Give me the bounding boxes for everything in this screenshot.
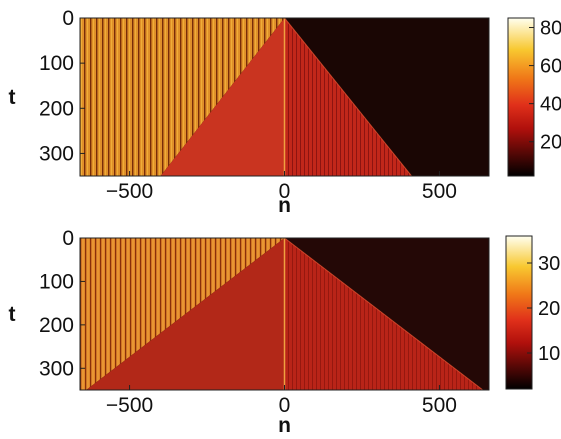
right-front-line xyxy=(284,17,412,177)
x-tick-label: −500 xyxy=(106,394,153,417)
y-tick-label: 100 xyxy=(39,270,74,293)
region-wedge-left xyxy=(86,238,285,390)
colorbar-1: 20 40 60 80 xyxy=(507,17,561,177)
colorbar-tick-label: 20 xyxy=(540,132,561,154)
y-tick-label: 200 xyxy=(39,314,74,337)
y-tick-label: 0 xyxy=(62,7,74,30)
y-tick-label: 0 xyxy=(62,227,74,250)
y-axis-label: t xyxy=(9,303,16,326)
y-tick-label: 300 xyxy=(39,357,74,380)
heatmap-panel-2: −500 0 500 0 100 200 300 n t 10 20 30 xyxy=(9,227,561,437)
y-axis-label: t xyxy=(9,86,16,109)
colorbar-gradient xyxy=(507,17,535,177)
colorbar-tick-label: 80 xyxy=(540,18,561,40)
y-tick-label: 100 xyxy=(39,52,74,75)
x-tick-label: 0 xyxy=(279,180,291,203)
y-tick-label: 300 xyxy=(39,142,74,165)
x-axis-label: n xyxy=(278,414,291,437)
x-tick-label: 500 xyxy=(422,394,457,417)
colorbar-gradient xyxy=(505,235,533,390)
colorbar-tick-label: 30 xyxy=(538,253,560,275)
x-axis-label: n xyxy=(278,194,291,217)
colorbar-2: 10 20 30 xyxy=(505,235,560,390)
heatmap-panel-1: −500 0 500 0 100 200 300 n t 20 40 60 80 xyxy=(9,7,561,217)
region-striped xyxy=(80,238,285,390)
colorbar-tick-label: 40 xyxy=(540,94,561,116)
colorbar-tick-label: 20 xyxy=(538,298,560,320)
colorbar-tick-label: 60 xyxy=(540,56,561,78)
y-tick-label: 200 xyxy=(39,97,74,120)
colorbar-tick-label: 10 xyxy=(538,343,560,365)
right-front-line xyxy=(284,237,484,391)
x-tick-label: 0 xyxy=(279,394,291,417)
x-tick-label: −500 xyxy=(106,180,153,203)
region-striped xyxy=(80,18,285,176)
region-wedge-left xyxy=(160,18,285,176)
x-tick-label: 500 xyxy=(422,180,457,203)
